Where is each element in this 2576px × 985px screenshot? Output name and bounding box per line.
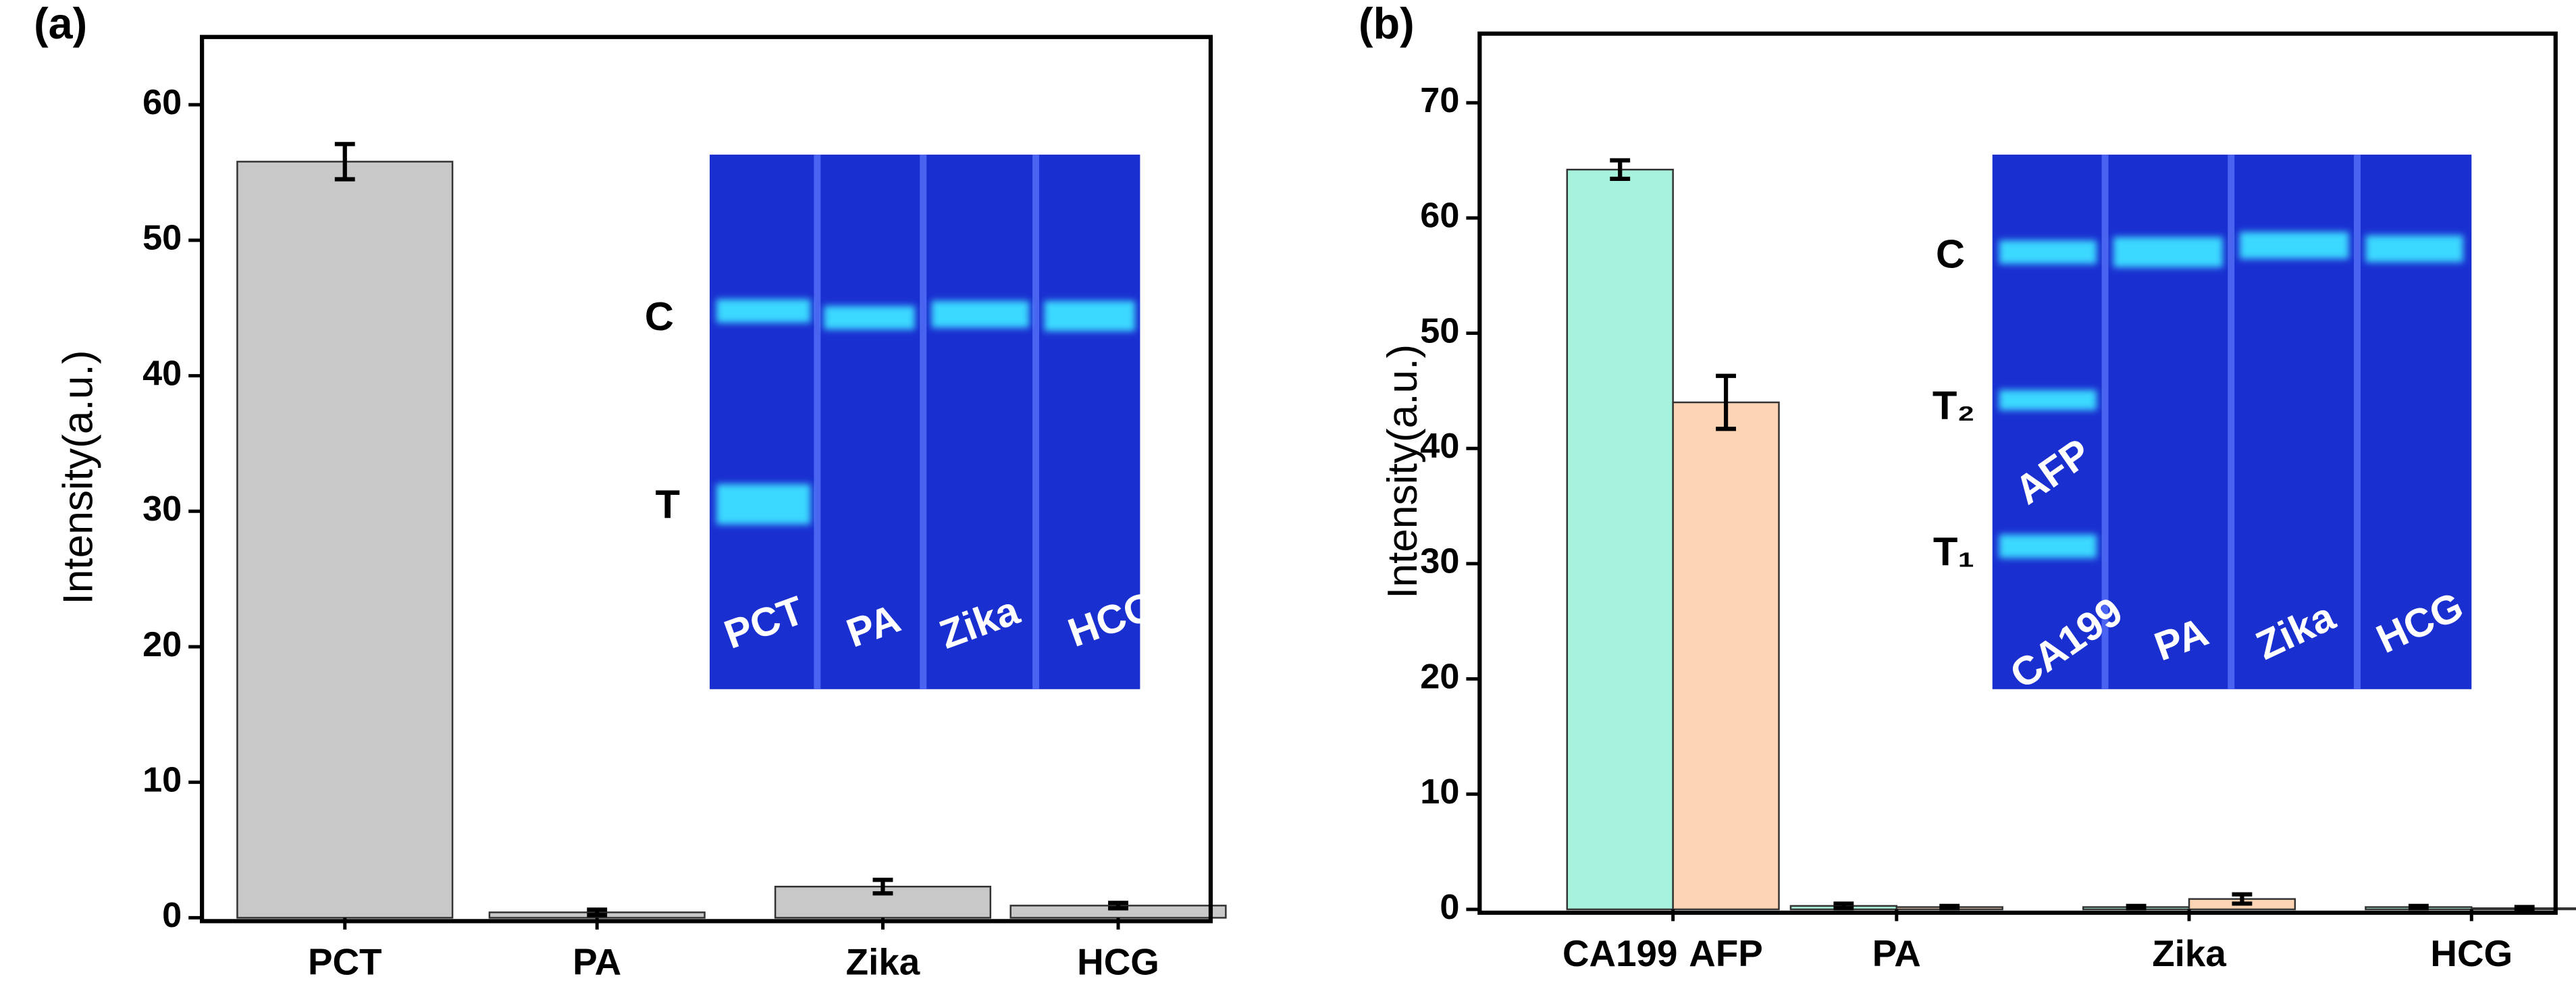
x-tick-label: HCG xyxy=(1077,941,1159,983)
x-tick-label: CA199 xyxy=(1562,932,1677,974)
inset-label: T₂ xyxy=(1933,383,1975,428)
error-bar xyxy=(1610,158,1631,181)
error-bar xyxy=(2232,892,2253,906)
error-bar xyxy=(2408,903,2429,911)
y-tick-label: 10 xyxy=(1420,772,1459,811)
y-tick-label: 70 xyxy=(1420,81,1459,120)
axes-frame xyxy=(200,34,1213,924)
y-tick-label: 20 xyxy=(142,625,182,664)
y-tick-label: 40 xyxy=(1420,427,1459,466)
inset-label: C xyxy=(645,294,674,339)
y-tick-label: 30 xyxy=(1420,542,1459,581)
x-tick-label: HCG xyxy=(2430,932,2513,974)
y-tick-label: 10 xyxy=(142,761,182,800)
x-tick-label: PCT xyxy=(308,941,382,983)
axes-frame xyxy=(1477,31,2558,915)
y-axis-label: Intensity(a.u.) xyxy=(55,350,101,605)
inset-label: T₁ xyxy=(1933,529,1974,574)
panel-label: (b) xyxy=(1359,0,1415,48)
x-tick-label: AFP xyxy=(1689,932,1763,974)
y-tick-label: 50 xyxy=(1420,311,1459,350)
error-bar xyxy=(1939,903,1960,911)
y-tick-label: 30 xyxy=(142,489,182,529)
bar xyxy=(1566,168,1674,911)
inset-photo-b xyxy=(1992,155,2472,689)
error-bar xyxy=(1716,373,1737,431)
x-tick-label: Zika xyxy=(2152,932,2226,974)
y-tick-label: 0 xyxy=(162,896,182,935)
inset-label: T xyxy=(656,482,681,527)
bar xyxy=(1672,401,1780,911)
bar xyxy=(236,161,454,919)
error-bar xyxy=(1108,901,1128,911)
y-tick-label: 60 xyxy=(1420,196,1459,236)
y-tick-label: 20 xyxy=(1420,657,1459,696)
y-tick-label: 60 xyxy=(142,83,182,122)
error-bar xyxy=(2126,903,2147,911)
error-bar xyxy=(1833,901,1854,911)
panel-label: (a) xyxy=(34,0,87,48)
inset-photo-a xyxy=(710,155,1140,689)
error-bar xyxy=(2514,905,2535,912)
x-tick-label: PA xyxy=(1872,932,1921,974)
x-tick-label: PA xyxy=(573,941,621,983)
error-bar xyxy=(587,907,608,917)
x-tick-label: Zika xyxy=(846,941,920,983)
y-tick-label: 40 xyxy=(142,354,182,393)
y-tick-label: 50 xyxy=(142,219,182,258)
error-bar xyxy=(334,142,355,182)
y-tick-label: 0 xyxy=(1440,888,1459,927)
y-axis-label: Intensity(a.u.) xyxy=(1379,344,1426,599)
error-bar xyxy=(872,878,893,896)
inset-label: C xyxy=(1936,232,1965,277)
